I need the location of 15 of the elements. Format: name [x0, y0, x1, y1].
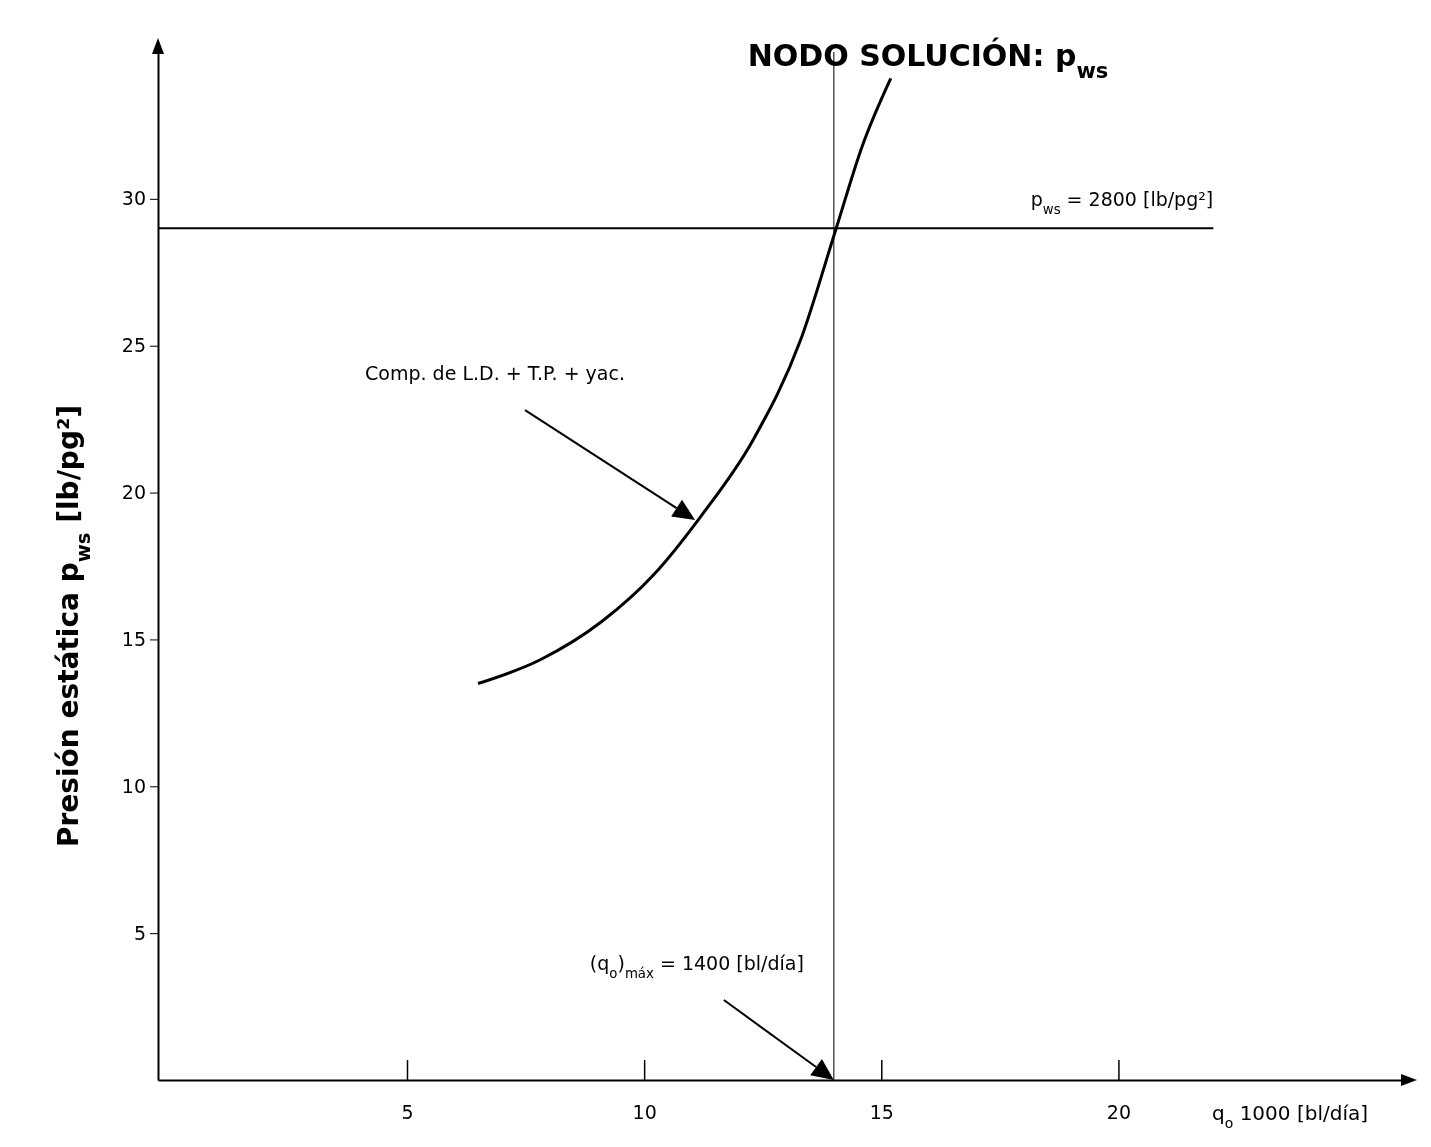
y-tick-label: 20 — [121, 481, 146, 504]
chart-title: NODO SOLUCIÓN: p$_{ws}$ — [747, 37, 1109, 83]
x-tick-label: 15 — [869, 1101, 894, 1124]
annotation: p$_{ws}$ = 2800 [lb/pg²] — [1030, 188, 1214, 217]
y-tick-label: 25 — [121, 334, 146, 357]
x-axis-title: q$_{o}$ 1000 [bl/día] — [1212, 1101, 1368, 1131]
x-tick-label: 5 — [401, 1101, 414, 1124]
x-tick-label: 10 — [632, 1101, 657, 1124]
y-tick-label: 15 — [121, 628, 146, 651]
x-tick-label: 20 — [1106, 1101, 1132, 1124]
annotation: Comp. de L.D. + T.P. + yac. — [365, 362, 625, 385]
y-tick-label: 5 — [133, 921, 146, 944]
y-tick-label: 30 — [121, 187, 146, 210]
annotation: (q$_{o}$)$_{máx}$ = 1400 [bl/día] — [589, 952, 804, 981]
y-tick-label: 10 — [121, 774, 146, 797]
